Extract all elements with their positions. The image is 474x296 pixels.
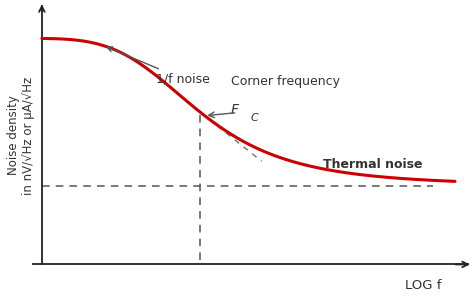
Text: Thermal noise: Thermal noise [323, 158, 423, 171]
Text: LOG f: LOG f [405, 279, 442, 292]
Text: F: F [231, 103, 239, 117]
Text: Corner frequency: Corner frequency [231, 75, 340, 88]
Text: C: C [251, 113, 258, 123]
Text: 1/f noise: 1/f noise [108, 47, 210, 86]
Y-axis label: Noise density
in nV/√Hz or μA/√Hz: Noise density in nV/√Hz or μA/√Hz [7, 76, 35, 194]
